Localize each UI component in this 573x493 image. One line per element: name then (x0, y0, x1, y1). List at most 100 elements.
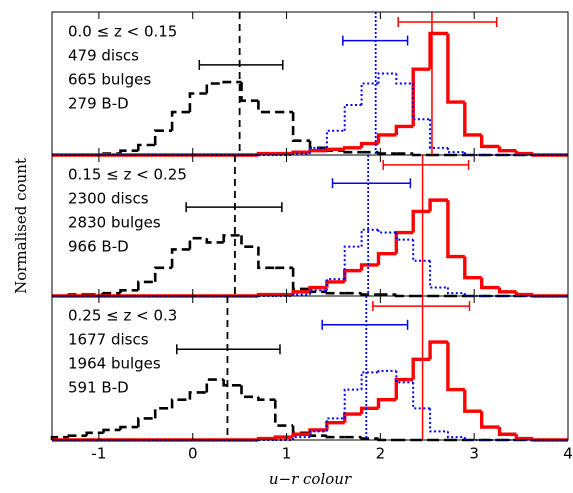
panel-label: 0.15 ≤ z < 0.25 (68, 166, 187, 184)
histogram-step (137, 280, 156, 291)
histogram-step (325, 421, 345, 430)
histogram-step (102, 428, 121, 433)
interval-bar (198, 59, 284, 70)
histogram-step (170, 398, 190, 409)
histogram-step (463, 389, 482, 413)
histogram-step (273, 435, 294, 439)
histogram-step (205, 378, 224, 393)
histogram-step (188, 92, 207, 113)
histogram-step (394, 377, 414, 400)
histogram-step (343, 388, 362, 419)
histogram-step (343, 150, 362, 154)
histogram-step (119, 149, 139, 154)
interval-bar (321, 319, 409, 330)
panel: 0.15 ≤ z < 0.25 2300 discs 2830 bulges 966 … (12, 154, 569, 298)
histogram-step (137, 417, 156, 428)
histogram-step (240, 385, 259, 399)
histogram-step (309, 289, 327, 295)
histogram-step (360, 371, 379, 390)
x-axis-label: u−r colour (269, 470, 352, 488)
histogram-step (377, 369, 397, 373)
histogram-step (463, 102, 482, 137)
histogram-step (497, 287, 517, 294)
histogram-step (325, 291, 345, 295)
histogram-step (376, 397, 397, 409)
histogram-step (222, 80, 242, 84)
histogram-step (325, 417, 345, 432)
histogram-step (257, 396, 276, 401)
legend-entry: 1677 discs (68, 331, 149, 349)
interval-bar (397, 17, 498, 28)
histogram-step (376, 252, 397, 265)
histogram-step (428, 340, 448, 360)
histogram-step (395, 232, 414, 241)
histogram-step (119, 425, 139, 430)
panel-label: 0.0 ≤ z < 0.15 (68, 23, 177, 41)
histogram-step (463, 256, 482, 280)
histogram-step (257, 100, 276, 114)
histogram-step (360, 437, 379, 440)
histogram-step (360, 228, 379, 247)
histogram-step (170, 110, 190, 131)
histogram-step (359, 406, 379, 415)
histogram-step (514, 434, 534, 441)
histogram-step (376, 133, 397, 144)
histogram-step (137, 143, 156, 151)
histogram-step (291, 267, 310, 291)
histogram-step (343, 268, 362, 282)
histogram-step (188, 236, 207, 250)
histogram-step (446, 287, 465, 295)
x-tick-label: -1 (91, 445, 106, 463)
histogram-step (325, 435, 345, 439)
histogram-step (67, 434, 87, 438)
y-axis-label: Normalised count (12, 158, 30, 294)
histogram-step (395, 73, 414, 85)
histogram-step (240, 82, 259, 102)
histogram-step (412, 239, 431, 262)
histogram-step (428, 198, 448, 212)
x-tick-label: 4 (563, 445, 573, 463)
histogram-step (497, 427, 517, 436)
histogram-step (411, 357, 431, 380)
legend-entry: 2830 bulges (68, 214, 161, 232)
histogram-step (325, 129, 345, 148)
histogram-step (291, 112, 310, 142)
panel: -1 0 1 2 3 4 0.25 ≤ z < 0.3 1677 discs 1964 bulg… (50, 295, 573, 488)
histogram-step (119, 289, 139, 294)
interval-bar (382, 159, 470, 170)
histogram-step (325, 278, 345, 291)
histogram-step (497, 146, 517, 153)
histogram-step (85, 431, 104, 436)
histogram-step (170, 248, 190, 268)
legend-entry: 591 B-D (68, 379, 129, 397)
histogram-step (325, 147, 345, 151)
x-tick-label: 3 (469, 445, 479, 463)
panel-frame (51, 295, 569, 441)
histogram-step (429, 260, 448, 289)
histogram-step (222, 234, 242, 243)
histogram-step (514, 150, 534, 156)
histogram-step (292, 436, 310, 440)
interval-bar (372, 301, 471, 312)
histogram-step (102, 291, 121, 295)
histogram-step (411, 67, 431, 127)
histogram-step (188, 391, 207, 400)
histogram-step (273, 399, 294, 427)
histogram-step (428, 31, 448, 70)
interval-bar (176, 344, 281, 355)
histogram-step (343, 146, 362, 150)
histogram-step (360, 82, 379, 105)
x-tick-label: 0 (188, 445, 198, 463)
histogram-step (377, 229, 397, 234)
interval-bar (185, 202, 283, 213)
histogram-step (479, 134, 500, 149)
interval-bar (331, 178, 412, 189)
histogram-step (343, 245, 362, 280)
histogram-step (446, 431, 465, 439)
histogram-step (479, 411, 500, 429)
histogram-step (309, 146, 327, 154)
histogram-step (429, 408, 448, 433)
histogram-step (360, 293, 379, 296)
histogram-step (412, 382, 431, 410)
histogram-step (153, 407, 173, 419)
